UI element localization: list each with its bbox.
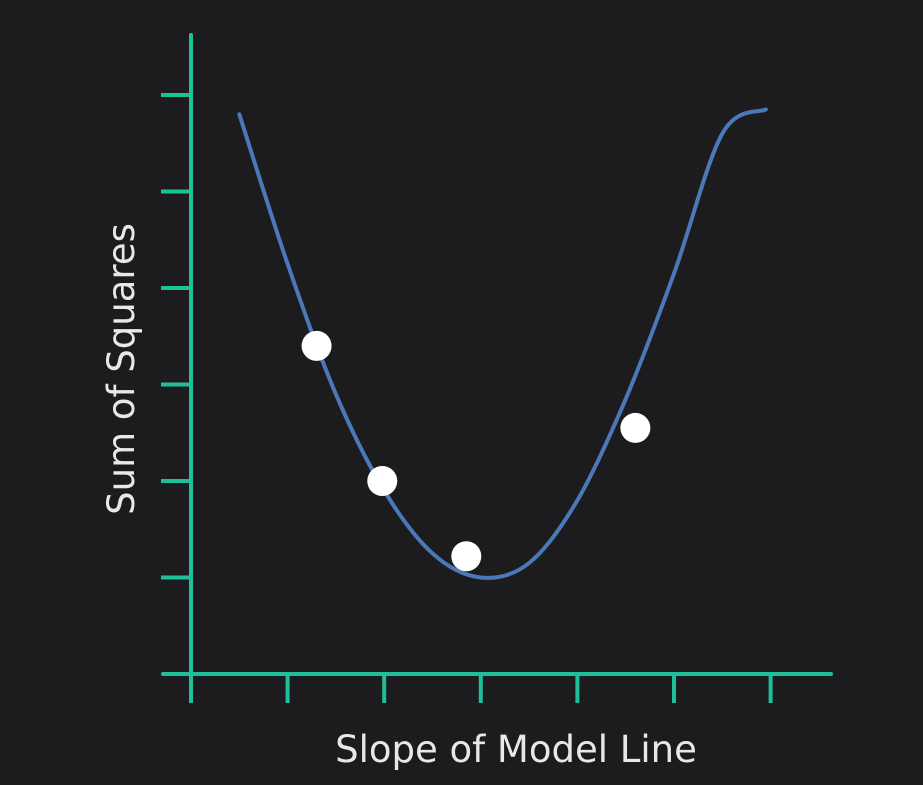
y-axis-label: Sum of Squares [100,223,143,515]
series-layer [237,107,768,580]
axes [161,33,833,676]
data-point-1 [367,466,398,496]
data-point-2 [451,541,482,572]
data-point-0 [301,330,332,361]
ticks [161,93,773,703]
x-axis-label: Slope of Model Line [335,728,697,771]
data-point-3 [620,412,651,443]
